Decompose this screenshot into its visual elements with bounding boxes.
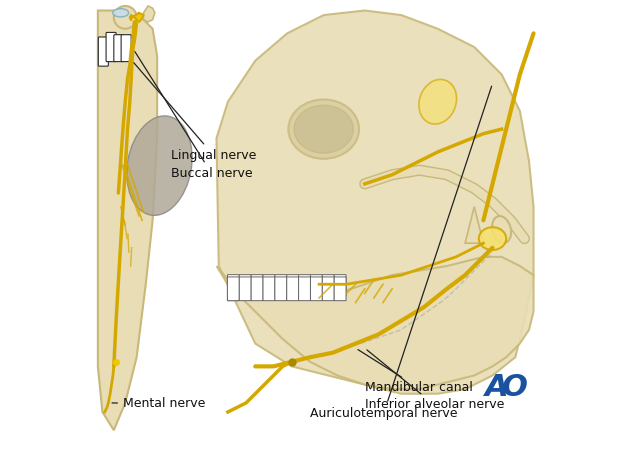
- Polygon shape: [465, 207, 484, 243]
- Polygon shape: [143, 6, 155, 22]
- FancyBboxPatch shape: [334, 277, 346, 301]
- Text: Mental nerve: Mental nerve: [112, 397, 205, 410]
- FancyBboxPatch shape: [275, 274, 286, 297]
- FancyBboxPatch shape: [251, 274, 263, 299]
- FancyBboxPatch shape: [322, 274, 334, 296]
- Text: Lingual nerve: Lingual nerve: [134, 63, 256, 162]
- FancyBboxPatch shape: [263, 274, 275, 298]
- FancyBboxPatch shape: [239, 274, 251, 300]
- FancyBboxPatch shape: [106, 33, 116, 62]
- FancyBboxPatch shape: [311, 274, 322, 296]
- FancyBboxPatch shape: [263, 277, 275, 301]
- FancyBboxPatch shape: [228, 274, 239, 301]
- Ellipse shape: [492, 216, 511, 243]
- Ellipse shape: [479, 227, 506, 250]
- FancyBboxPatch shape: [239, 277, 251, 301]
- Text: O: O: [502, 373, 528, 402]
- Text: Auriculotemporal nerve: Auriculotemporal nerve: [310, 86, 492, 420]
- Text: Mandibular canal: Mandibular canal: [358, 350, 472, 394]
- Polygon shape: [216, 11, 534, 394]
- FancyBboxPatch shape: [334, 274, 346, 296]
- FancyBboxPatch shape: [228, 277, 239, 301]
- Ellipse shape: [113, 9, 129, 17]
- FancyBboxPatch shape: [286, 274, 299, 296]
- FancyBboxPatch shape: [114, 35, 124, 62]
- Text: Buccal nerve: Buccal nerve: [135, 52, 252, 180]
- Circle shape: [114, 6, 136, 29]
- FancyBboxPatch shape: [299, 274, 311, 296]
- FancyBboxPatch shape: [121, 35, 131, 62]
- Ellipse shape: [419, 79, 456, 124]
- FancyBboxPatch shape: [251, 277, 263, 301]
- FancyBboxPatch shape: [322, 277, 334, 301]
- Polygon shape: [130, 13, 143, 22]
- FancyBboxPatch shape: [286, 277, 299, 301]
- FancyBboxPatch shape: [99, 37, 108, 66]
- Ellipse shape: [294, 105, 353, 153]
- Ellipse shape: [288, 100, 359, 159]
- FancyBboxPatch shape: [299, 277, 311, 301]
- FancyBboxPatch shape: [275, 277, 286, 301]
- Polygon shape: [216, 257, 534, 389]
- Text: A: A: [485, 373, 508, 402]
- Text: Inferior alveolar nerve: Inferior alveolar nerve: [365, 350, 504, 411]
- FancyBboxPatch shape: [311, 277, 322, 301]
- Ellipse shape: [127, 116, 192, 215]
- Polygon shape: [98, 11, 157, 430]
